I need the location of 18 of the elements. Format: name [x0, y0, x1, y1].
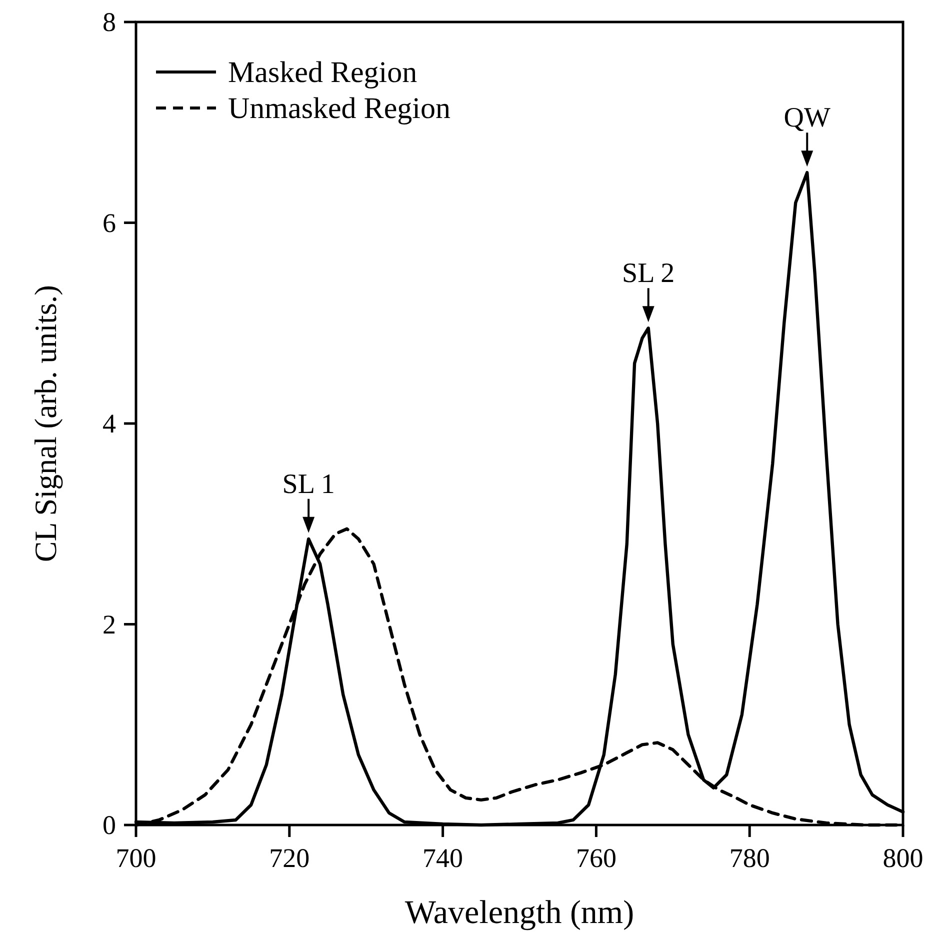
- x-tick-label: 700: [116, 843, 156, 873]
- x-tick-label: 780: [729, 843, 770, 873]
- y-tick-label: 8: [102, 7, 116, 37]
- annotation: SL 1: [282, 468, 335, 500]
- y-tick-label: 0: [102, 810, 116, 840]
- x-axis-title: Wavelength (nm): [404, 895, 634, 931]
- annotation: SL 2: [622, 258, 675, 290]
- y-axis-title: CL Signal (arb. units.): [28, 285, 63, 562]
- y-tick-label: 2: [102, 609, 116, 640]
- legend-label: Masked Region: [228, 56, 418, 89]
- annotation: QW: [784, 102, 832, 134]
- y-tick-label: 6: [102, 208, 116, 238]
- x-tick-label: 760: [576, 843, 616, 873]
- x-tick-label: 720: [269, 843, 310, 873]
- x-tick-label: 800: [882, 843, 924, 873]
- x-tick-label: 740: [422, 843, 464, 873]
- legend-label: Unmasked Region: [228, 92, 450, 125]
- y-tick-label: 4: [102, 408, 116, 438]
